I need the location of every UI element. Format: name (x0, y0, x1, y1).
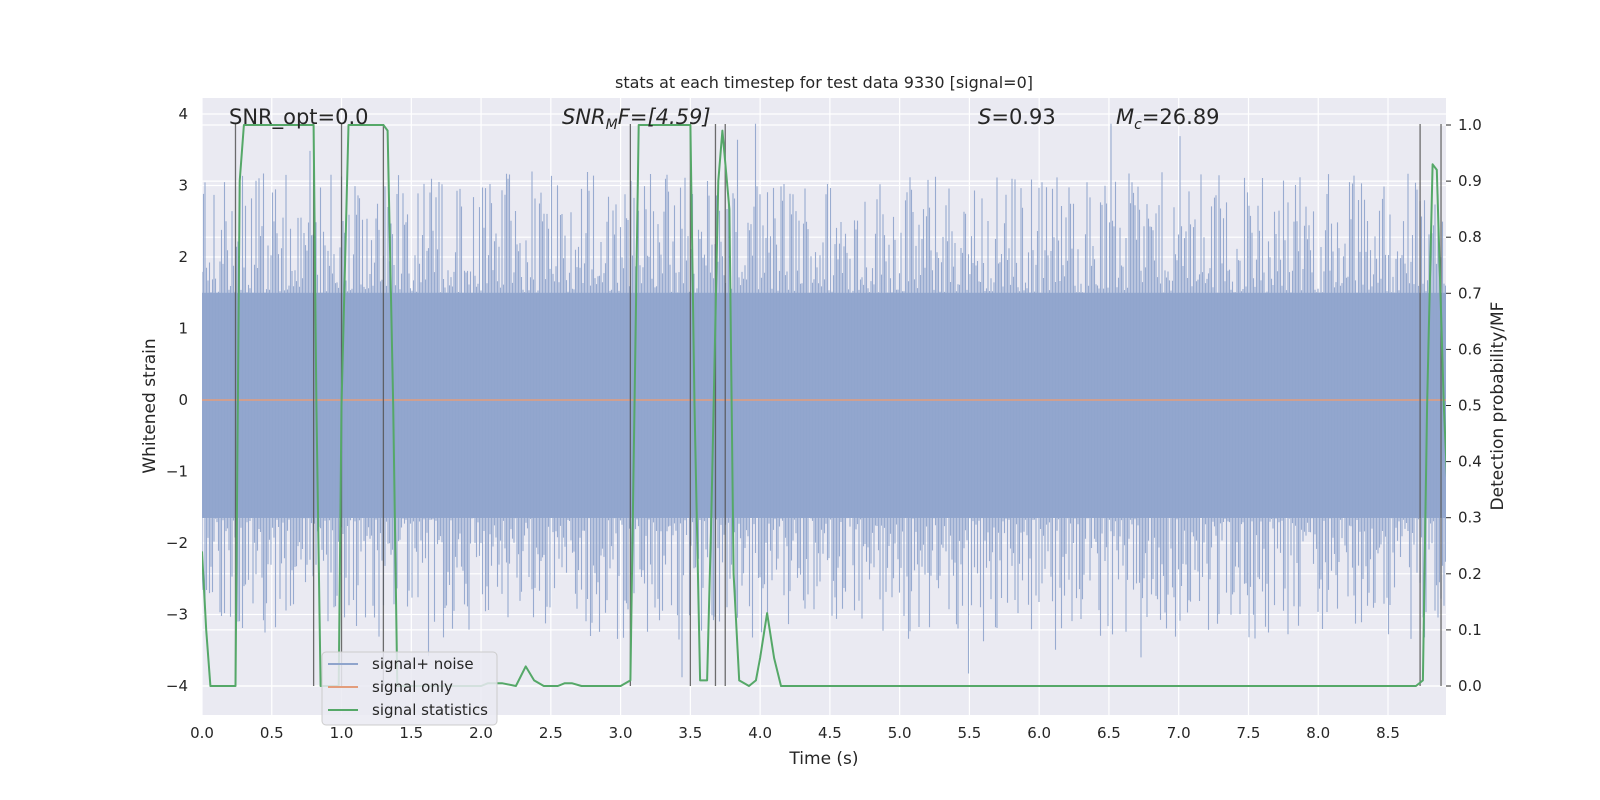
x-axis-ticks: 0.0 0.5 1.0 1.5 2.0 2.5 3.0 3.5 4.0 4.5 5.0 5.5 6.0 6… (190, 724, 1400, 742)
y-axis-ticks: −4 −3 −2 −1 0 1 2 3 4 (166, 105, 188, 695)
x-tick-label: 7.5 (1237, 724, 1261, 742)
s-rest: =0.93 (991, 105, 1055, 129)
mc-sub: c (1134, 117, 1142, 133)
y-tick-label: −2 (166, 534, 188, 552)
y2-tick-label: 0.2 (1458, 565, 1482, 583)
annotation-snr-mf: SNRMF=[4.59] (562, 105, 711, 133)
y-axis-label: Whitened strain (140, 338, 160, 473)
x-tick-label: 0.5 (260, 724, 284, 742)
y-tick-label: −4 (166, 677, 188, 695)
y2-tick-label: 1.0 (1458, 116, 1482, 134)
y-tick-label: 1 (178, 320, 188, 338)
x-tick-label: 0.0 (190, 724, 214, 742)
legend-box (321, 651, 498, 726)
y2-axis-ticks: 0.0 0.1 0.2 0.3 0.4 0.5 0.6 0.7 0.8 0.9 1.0 (1446, 116, 1482, 695)
vertical-markers (234, 124, 1442, 686)
y-tick-label: −3 (166, 606, 188, 624)
x-tick-label: 6.0 (1027, 724, 1051, 742)
snr-mf-base: SNR (562, 105, 606, 129)
x-tick-label: 8.0 (1306, 724, 1330, 742)
y-tick-label: 4 (178, 105, 188, 123)
y2-tick-label: 0.5 (1458, 397, 1482, 415)
legend: signal+ noise signal only signal statist… (321, 651, 498, 726)
y2-tick-label: 0.3 (1458, 509, 1482, 527)
snr-mf-sub: M (606, 117, 618, 133)
legend-label-signal-plus-noise: signal+ noise (372, 655, 474, 673)
mc-rest: =26.89 (1142, 105, 1220, 129)
y2-tick-label: 0.1 (1458, 621, 1482, 639)
y2-axis-label: Detection probability/MF (1488, 302, 1508, 511)
chart-title: stats at each timestep for test data 933… (615, 73, 1033, 92)
x-tick-label: 4.5 (818, 724, 842, 742)
x-tick-label: 6.5 (1097, 724, 1121, 742)
y2-tick-label: 0.8 (1458, 228, 1482, 246)
annotation-snr-opt: SNR_opt=0.0 (229, 105, 369, 130)
x-tick-label: 7.0 (1167, 724, 1191, 742)
x-tick-label: 4.0 (748, 724, 772, 742)
annotation-mc: Mc=26.89 (1116, 105, 1220, 133)
x-tick-label: 1.5 (399, 724, 423, 742)
y2-tick-label: 0.6 (1458, 340, 1482, 358)
y2-tick-label: 0.4 (1458, 453, 1482, 471)
x-tick-label: 5.0 (888, 724, 912, 742)
y2-tick-label: 0.0 (1458, 677, 1482, 695)
mc-base: M (1116, 105, 1134, 129)
y-tick-label: 0 (178, 391, 188, 409)
snr-mf-rest: F=[4.59] (618, 105, 711, 129)
s-base: S (978, 105, 991, 129)
x-tick-label: 2.5 (539, 724, 563, 742)
y2-tick-label: 0.9 (1458, 172, 1482, 190)
x-axis-label: Time (s) (788, 749, 858, 769)
x-tick-label: 3.5 (678, 724, 702, 742)
legend-label-signal-only: signal only (372, 678, 453, 696)
y-tick-label: 3 (178, 177, 188, 195)
x-tick-label: 3.0 (609, 724, 633, 742)
y2-tick-label: 0.7 (1458, 284, 1482, 302)
x-tick-label: 2.0 (469, 724, 493, 742)
y-tick-label: 2 (178, 248, 188, 266)
annotation-s: S=0.93 (978, 105, 1056, 129)
y-tick-label: −1 (166, 463, 188, 481)
x-tick-label: 5.5 (957, 724, 981, 742)
x-tick-label: 1.0 (330, 724, 354, 742)
x-tick-label: 8.5 (1376, 724, 1400, 742)
series-signal-plus-noise (202, 123, 1446, 678)
legend-label-signal-statistics: signal statistics (372, 701, 488, 719)
